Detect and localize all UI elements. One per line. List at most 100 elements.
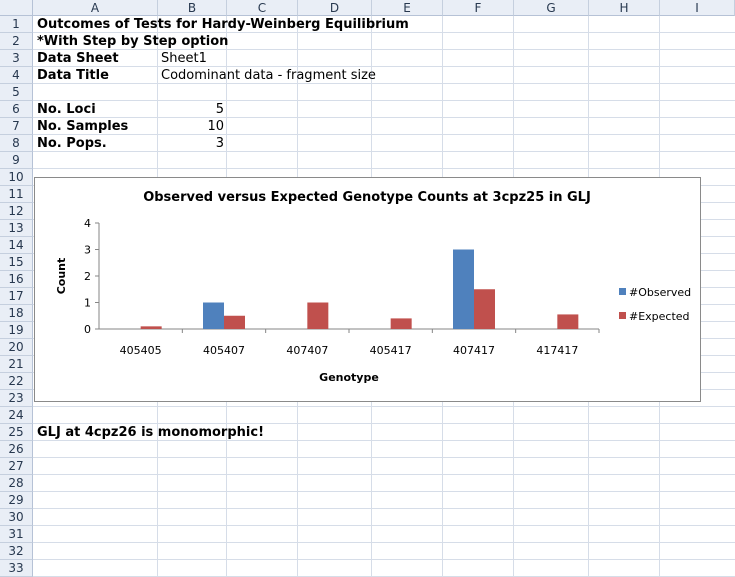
row-header-19[interactable]: 19: [0, 322, 33, 339]
cell-B8-pops-value[interactable]: 3: [215, 136, 224, 151]
cell-A4-data-title-label[interactable]: Data Title: [37, 68, 109, 83]
row-gridline: [33, 508, 735, 509]
cell-B6-loci-value[interactable]: 5: [215, 102, 224, 117]
select-all-corner[interactable]: [0, 0, 33, 16]
row-header-29[interactable]: 29: [0, 492, 33, 509]
row-gridline: [33, 406, 735, 407]
row-header-13[interactable]: 13: [0, 220, 33, 237]
y-axis-label: Count: [55, 258, 68, 295]
row-header-11[interactable]: 11: [0, 186, 33, 203]
x-tick-label: 407417: [453, 344, 495, 357]
row-header-26[interactable]: 26: [0, 441, 33, 458]
column-header-F[interactable]: F: [443, 0, 514, 16]
bar-expected-407407: [307, 302, 329, 329]
row-header-10[interactable]: 10: [0, 169, 33, 186]
row-header-18[interactable]: 18: [0, 305, 33, 322]
row-header-6[interactable]: 6: [0, 101, 33, 118]
x-tick-label: 407407: [286, 344, 328, 357]
cell-B3-data-sheet-value[interactable]: Sheet1: [161, 51, 207, 66]
bar-observed-405407: [203, 302, 224, 329]
cell-A8-pops-label[interactable]: No. Pops.: [37, 136, 107, 151]
column-header-D[interactable]: D: [298, 0, 372, 16]
row-gridline: [33, 440, 735, 441]
column-header-E[interactable]: E: [372, 0, 443, 16]
row-gridline: [33, 423, 735, 424]
x-tick-label: 405417: [370, 344, 412, 357]
row-gridline: [33, 542, 735, 543]
row-gridline: [33, 117, 735, 118]
row-gridline: [33, 151, 735, 152]
row-gridline: [33, 83, 735, 84]
row-header-5[interactable]: 5: [0, 84, 33, 101]
row-header-20[interactable]: 20: [0, 339, 33, 356]
cell-A7-samples-label[interactable]: No. Samples: [37, 119, 129, 134]
row-gridline: [33, 49, 735, 50]
embedded-chart[interactable]: Observed versus Expected Genotype Counts…: [34, 177, 701, 402]
row-header-8[interactable]: 8: [0, 135, 33, 152]
cell-B7-samples-value[interactable]: 10: [207, 119, 224, 134]
y-tick-label: 1: [84, 297, 91, 310]
legend-swatch-expected: [619, 312, 626, 319]
row-header-2[interactable]: 2: [0, 33, 33, 50]
bar-expected-405407: [224, 315, 245, 329]
row-header-3[interactable]: 3: [0, 50, 33, 67]
row-gridline: [33, 168, 735, 169]
column-header-A[interactable]: A: [33, 0, 158, 16]
row-header-32[interactable]: 32: [0, 543, 33, 560]
bar-expected-405405: [140, 326, 162, 329]
row-gridline: [33, 134, 735, 135]
row-header-28[interactable]: 28: [0, 475, 33, 492]
column-header-B[interactable]: B: [158, 0, 227, 16]
row-header-1[interactable]: 1: [0, 16, 33, 33]
row-header-15[interactable]: 15: [0, 254, 33, 271]
y-tick-label: 0: [84, 323, 91, 336]
row-gridline: [33, 491, 735, 492]
row-gridline: [33, 457, 735, 458]
chart-canvas: Observed versus Expected Genotype Counts…: [55, 190, 691, 384]
cell-A1-title[interactable]: Outcomes of Tests for Hardy-Weinberg Equ…: [37, 17, 409, 32]
x-tick-label: 405407: [203, 344, 245, 357]
row-header-21[interactable]: 21: [0, 356, 33, 373]
row-header-33[interactable]: 33: [0, 560, 33, 577]
chart-title: Observed versus Expected Genotype Counts…: [143, 190, 591, 205]
row-header-30[interactable]: 30: [0, 509, 33, 526]
cell-A25-monomorphic-note[interactable]: GLJ at 4cpz26 is monomorphic!: [37, 425, 264, 440]
cell-A3-data-sheet-label[interactable]: Data Sheet: [37, 51, 119, 66]
y-tick-label: 4: [84, 217, 91, 230]
row-header-14[interactable]: 14: [0, 237, 33, 254]
row-header-16[interactable]: 16: [0, 271, 33, 288]
cell-A2-step-option[interactable]: *With Step by Step option: [37, 34, 229, 49]
row-header-25[interactable]: 25: [0, 424, 33, 441]
row-header-7[interactable]: 7: [0, 118, 33, 135]
x-tick-label: 405405: [120, 344, 162, 357]
row-header-22[interactable]: 22: [0, 373, 33, 390]
row-header-12[interactable]: 12: [0, 203, 33, 220]
row-gridline: [33, 100, 735, 101]
column-header-G[interactable]: G: [514, 0, 589, 16]
row-header-31[interactable]: 31: [0, 526, 33, 543]
row-header-24[interactable]: 24: [0, 407, 33, 424]
row-gridline: [33, 32, 735, 33]
x-axis-label: Genotype: [319, 371, 379, 384]
column-header-I[interactable]: I: [660, 0, 735, 16]
row-gridline: [33, 525, 735, 526]
y-tick-label: 2: [84, 270, 91, 283]
cell-B4-data-title-value[interactable]: Codominant data - fragment size: [161, 68, 376, 83]
row-header-23[interactable]: 23: [0, 390, 33, 407]
row-gridline: [33, 559, 735, 560]
column-header-C[interactable]: C: [227, 0, 298, 16]
row-header-27[interactable]: 27: [0, 458, 33, 475]
bar-expected-407417: [474, 289, 495, 329]
row-gridline: [33, 474, 735, 475]
legend-label-expected: #Expected: [629, 310, 690, 323]
y-tick-label: 3: [84, 244, 91, 257]
cell-A6-loci-label[interactable]: No. Loci: [37, 102, 96, 117]
column-header-H[interactable]: H: [589, 0, 660, 16]
row-header-9[interactable]: 9: [0, 152, 33, 169]
bar-observed-407417: [453, 249, 474, 329]
legend-swatch-observed: [619, 288, 626, 295]
row-header-17[interactable]: 17: [0, 288, 33, 305]
row-header-4[interactable]: 4: [0, 67, 33, 84]
x-tick-label: 417417: [536, 344, 578, 357]
